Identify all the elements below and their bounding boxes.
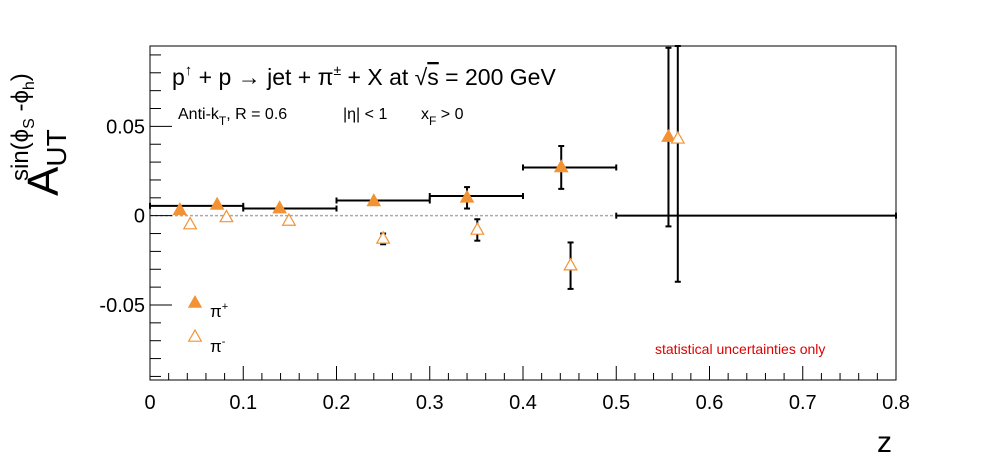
legend-marker-pi-plus <box>187 294 203 308</box>
y-tick-label: -0.05 <box>99 295 145 317</box>
y-axis-label: AUT sin(ϕS -ϕh) <box>7 73 72 196</box>
pi-plus-marker <box>459 189 475 203</box>
pi-plus-marker <box>553 159 569 173</box>
x-tick-label: 0.2 <box>323 392 351 414</box>
chart-subtitle-algo: Anti-kT, R = 0.6 <box>178 106 287 128</box>
pi-plus-marker <box>366 193 382 207</box>
x-tick-label: 0.4 <box>509 392 537 414</box>
chart-subtitle-eta: |η| < 1 <box>343 106 387 123</box>
axis-tick-labels: 0 0.1 0.2 0.3 0.4 0.5 0.6 0.7 0.8 -0.05 0 0.05 <box>99 116 910 414</box>
pi-plus-marker <box>661 128 676 142</box>
x-tick-label: 0 <box>144 392 155 414</box>
pi-plus-marker <box>172 202 188 216</box>
pi-plus-marker <box>209 196 225 210</box>
svg-text:AUT: AUT <box>19 129 72 196</box>
axis-ticks <box>149 54 897 380</box>
pi-minus-marker <box>469 221 485 235</box>
uncertainty-annotation: statistical uncertainties only <box>655 341 825 357</box>
pi-minus-marker <box>563 257 578 271</box>
x-tick-label: 0.6 <box>696 392 724 414</box>
legend-marker-pi-minus <box>187 328 203 342</box>
pi-minus-marker <box>219 209 234 223</box>
pi-minus-marker <box>670 130 686 144</box>
bin-markers <box>149 164 897 219</box>
legend-label-pi-plus: π+ <box>210 301 228 321</box>
x-tick-label: 0.1 <box>229 392 257 414</box>
legend-label-pi-minus: π- <box>210 336 226 356</box>
x-tick-label: 0.8 <box>882 392 910 414</box>
legend: π+ π- <box>187 294 228 356</box>
y-tick-label: 0.05 <box>106 116 145 138</box>
pi-plus-marker <box>272 200 287 214</box>
svg-text:sin(ϕS -ϕh): sin(ϕS -ϕh) <box>7 73 38 181</box>
chart-subtitle-xf: xF > 0 <box>421 106 464 128</box>
x-tick-label: 0.3 <box>416 392 444 414</box>
data-points <box>172 45 686 290</box>
x-axis-label: z <box>877 426 892 459</box>
chart-title: p↑ + p → jet + π± + X at √s = 200 GeV <box>172 62 556 90</box>
y-tick-label: 0 <box>134 206 145 228</box>
pi-minus-marker <box>182 216 198 230</box>
pi-minus-marker <box>375 230 391 244</box>
x-tick-label: 0.7 <box>789 392 817 414</box>
x-tick-label: 0.5 <box>602 392 630 414</box>
pi-minus-marker <box>281 212 297 226</box>
